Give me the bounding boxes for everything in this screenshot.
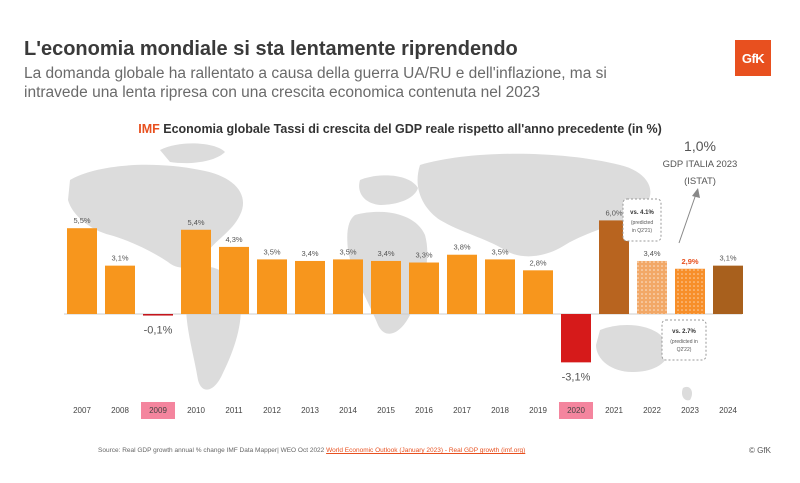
year-label-2013: 2013 — [301, 406, 319, 415]
year-label-2012: 2012 — [263, 406, 281, 415]
bar-2016 — [409, 262, 439, 314]
value-labels-group: 5,5% 3,1% -0,1% 5,4% 4,3% 3,5% 3,4% 3,5% 3,4% 3,3… — [73, 208, 736, 383]
bar-2012 — [257, 259, 287, 314]
value-label-2020: -3,1% — [562, 371, 591, 383]
page-subtitle: La domanda globale ha rallentato a causa… — [24, 65, 607, 101]
bar-2015 — [371, 260, 401, 314]
copyright: © GfK — [749, 446, 771, 455]
value-label-2017: 3,8% — [453, 243, 470, 252]
bar-2024 — [713, 265, 743, 314]
year-label-2022: 2022 — [643, 406, 661, 415]
year-label-2024: 2024 — [719, 406, 737, 415]
callout-2021-line3: in Q2'21) — [632, 228, 652, 234]
value-label-2013: 3,4% — [301, 249, 318, 258]
value-label-2011: 4,3% — [225, 235, 242, 244]
bar-2017 — [447, 254, 477, 314]
chart-title: IMF Economia globale Tassi di crescita d… — [0, 122, 800, 136]
year-label-2018: 2018 — [491, 406, 509, 415]
italia-label-line1: GDP ITALIA 2023 — [662, 159, 738, 170]
year-label-2023: 2023 — [681, 406, 699, 415]
page-title: L'economia mondiale si sta lentamente ri… — [24, 38, 518, 60]
year-label-2019: 2019 — [529, 406, 547, 415]
value-label-2007: 5,5% — [73, 216, 90, 225]
callout-2021: vs. 4.1% (predicted in Q2'21) — [622, 198, 662, 242]
italia-arrow — [678, 193, 697, 244]
value-label-2012: 3,5% — [263, 247, 280, 256]
callout-2021-line2: (predicted — [631, 220, 653, 226]
italia-annotation: 1,0% GDP ITALIA 2023 (ISTAT) — [640, 138, 760, 188]
year-label-2017: 2017 — [453, 406, 471, 415]
year-label-2016: 2016 — [415, 406, 433, 415]
year-label-2015: 2015 — [377, 406, 395, 415]
bar-2008 — [105, 265, 135, 314]
year-labels-group: 2007 2008 2009 2010 2011 2012 2013 2014 2015 2016… — [73, 406, 737, 415]
footer-source: Source: Real GDP growth annual % change … — [98, 447, 525, 454]
value-label-2021: 6,0% — [605, 208, 622, 217]
year-label-2021: 2021 — [605, 406, 623, 415]
year-label-2010: 2010 — [187, 406, 205, 415]
value-label-2015: 3,4% — [377, 249, 394, 258]
callout-2023: vs. 2.7% (predicted in Q2'22) — [661, 319, 707, 361]
italia-value: 1,0% — [684, 138, 716, 154]
bar-2009 — [143, 314, 173, 316]
year-label-2007: 2007 — [73, 406, 91, 415]
year-label-2008: 2008 — [111, 406, 129, 415]
footer-link[interactable]: World Economic Outlook (January 2023) - … — [326, 447, 526, 454]
value-label-2024: 3,1% — [719, 254, 736, 263]
bar-2013 — [295, 260, 325, 314]
value-label-2008: 3,1% — [111, 254, 128, 263]
italia-label-line2: (ISTAT) — [684, 176, 716, 187]
callout-2021-line1: vs. 4.1% — [630, 210, 654, 216]
callout-2023-line2: (predicted in — [670, 339, 698, 345]
year-label-2020: 2020 — [567, 406, 585, 415]
bar-2022 — [637, 260, 667, 314]
value-label-2009: -0,1% — [144, 325, 173, 337]
year-label-2009: 2009 — [149, 406, 167, 415]
bar-2019 — [523, 270, 553, 314]
year-label-2011: 2011 — [225, 406, 243, 415]
chart-title-text: Economia globale Tassi di crescita del G… — [163, 122, 662, 136]
value-label-2016: 3,3% — [415, 251, 432, 260]
value-label-2019: 2,8% — [529, 258, 546, 267]
value-label-2018: 3,5% — [491, 247, 508, 256]
value-label-2023: 2,9% — [681, 257, 698, 266]
callout-2023-line3: Q2'22) — [677, 347, 692, 353]
italia-arrow-head — [692, 188, 700, 198]
bar-2018 — [485, 259, 515, 314]
value-label-2010: 5,4% — [187, 218, 204, 227]
bar-2020 — [561, 314, 591, 363]
year-highlight-2009 — [141, 402, 175, 419]
value-label-2014: 3,5% — [339, 247, 356, 256]
bar-2011 — [219, 246, 249, 314]
bar-2023 — [675, 268, 705, 314]
bar-2010 — [181, 229, 211, 314]
callout-2023-line1: vs. 2.7% — [672, 329, 696, 335]
value-label-2022: 3,4% — [643, 249, 660, 258]
gfk-logo: GfK — [735, 40, 771, 76]
bar-2014 — [333, 259, 363, 314]
year-label-2014: 2014 — [339, 406, 357, 415]
bar-2007 — [67, 228, 97, 314]
year-highlight-2020 — [559, 402, 593, 419]
footer-source-text: Source: Real GDP growth annual % change … — [98, 447, 325, 454]
bars-group — [67, 220, 743, 363]
imf-tag: IMF — [138, 122, 160, 136]
year-highlights — [141, 402, 593, 419]
